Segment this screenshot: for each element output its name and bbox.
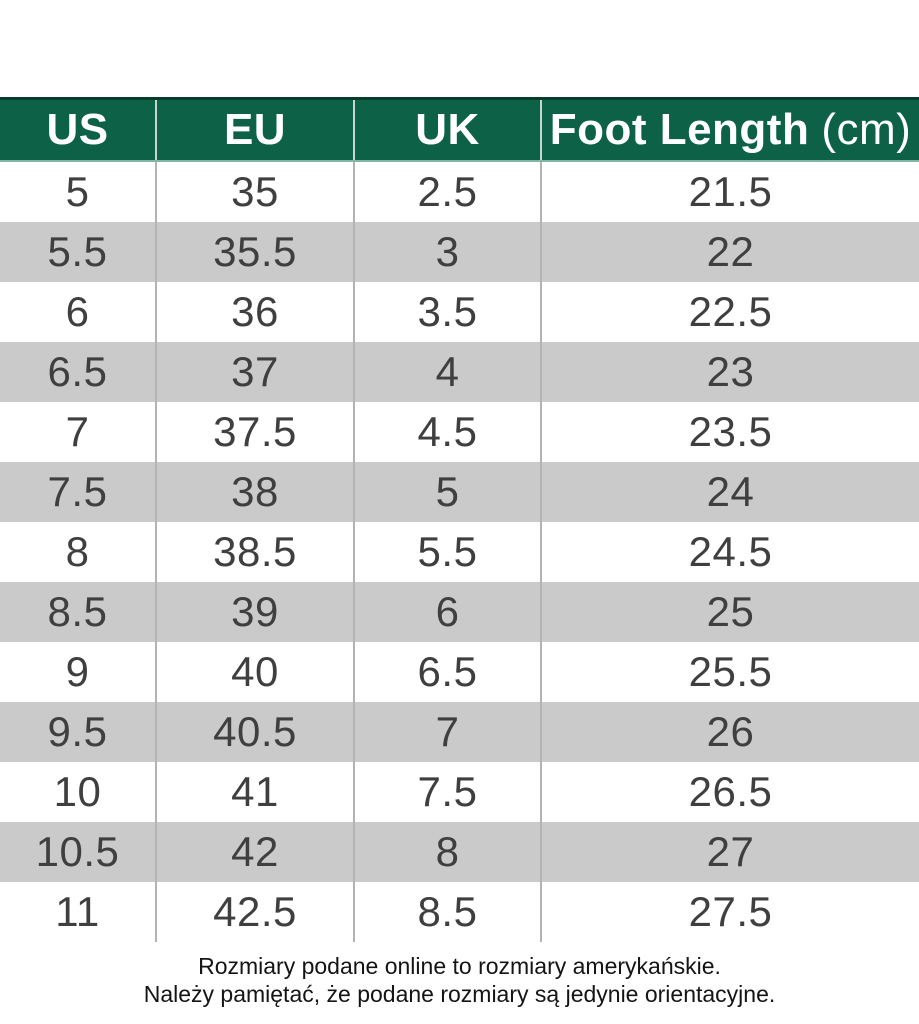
cell-uk: 7.5 (355, 762, 542, 822)
cell-eu: 40 (157, 642, 355, 702)
cell-foot-length: 22.5 (688, 288, 773, 335)
cell-foot-length: 23.5 (688, 408, 773, 455)
table-row: 7.5 38 5 24 (0, 462, 919, 522)
cell-eu: 41 (157, 762, 355, 822)
cell-uk: 2.5 (355, 162, 542, 222)
cell-uk: 5.5 (355, 522, 542, 582)
cell-us: 8 (0, 522, 157, 582)
cell-eu: 42 (157, 822, 355, 882)
cell-us: 7.5 (0, 462, 157, 522)
table-row: 5 35 2.5 21.5 (0, 162, 919, 222)
cell-us: 9.5 (0, 702, 157, 762)
cell-uk: 7 (355, 702, 542, 762)
cell-us: 5 (0, 162, 157, 222)
cell-eu: 40.5 (157, 702, 355, 762)
cell-foot-length: 26 (706, 708, 755, 755)
cell-eu: 37 (157, 342, 355, 402)
cell-uk: 3.5 (355, 282, 542, 342)
cell-uk: 8.5 (355, 882, 542, 942)
cell-foot-length: 24 (706, 468, 755, 515)
table-row: 8 38.5 5.5 24.5 (0, 522, 919, 582)
cell-uk: 6 (355, 582, 542, 642)
table-header-row: US EU UK Foot Length (cm) (0, 97, 919, 162)
table-body: 5 35 2.5 21.5 5.5 35.5 3 22 6 36 3.5 22.5 6.5 37 4 23 7 3… (0, 162, 919, 942)
cell-eu: 36 (157, 282, 355, 342)
cell-eu: 39 (157, 582, 355, 642)
cell-foot-length: 24.5 (688, 528, 773, 575)
cell-foot-length: 25.5 (688, 648, 773, 695)
table-row: 7 37.5 4.5 23.5 (0, 402, 919, 462)
table-row: 10 41 7.5 26.5 (0, 762, 919, 822)
cell-foot-length: 21.5 (688, 168, 773, 215)
table-row: 9 40 6.5 25.5 (0, 642, 919, 702)
header-us: US (0, 100, 157, 160)
cell-eu: 37.5 (157, 402, 355, 462)
cell-uk: 4 (355, 342, 542, 402)
table-row: 8.5 39 6 25 (0, 582, 919, 642)
cell-foot-length: 25 (706, 588, 755, 635)
table-row: 10.5 42 8 27 (0, 822, 919, 882)
header-foot-length: Foot Length (cm) (542, 100, 919, 160)
header-foot-length-unit: (cm) (821, 105, 912, 154)
cell-us: 11 (0, 882, 157, 942)
cell-eu: 35.5 (157, 222, 355, 282)
header-eu: EU (157, 100, 355, 160)
table-row: 5.5 35.5 3 22 (0, 222, 919, 282)
cell-us: 10 (0, 762, 157, 822)
table-row: 6.5 37 4 23 (0, 342, 919, 402)
header-uk: UK (355, 100, 542, 160)
cell-eu: 35 (157, 162, 355, 222)
cell-us: 7 (0, 402, 157, 462)
cell-us: 6 (0, 282, 157, 342)
cell-eu: 38 (157, 462, 355, 522)
cell-eu: 42.5 (157, 882, 355, 942)
cell-us: 6.5 (0, 342, 157, 402)
cell-us: 9 (0, 642, 157, 702)
cell-us: 5.5 (0, 222, 157, 282)
cell-us: 10.5 (0, 822, 157, 882)
cell-uk: 3 (355, 222, 542, 282)
cell-foot-length: 26.5 (688, 768, 773, 815)
cell-uk: 4.5 (355, 402, 542, 462)
cell-uk: 6.5 (355, 642, 542, 702)
cell-foot-length: 22 (706, 228, 755, 275)
cell-foot-length: 27.5 (688, 888, 773, 935)
table-row: 11 42.5 8.5 27.5 (0, 882, 919, 942)
size-conversion-table: US EU UK Foot Length (cm) 5 35 2.5 21.5 5.5 3… (0, 97, 919, 942)
table-row: 6 36 3.5 22.5 (0, 282, 919, 342)
cell-foot-length: 23 (706, 348, 755, 395)
cell-uk: 5 (355, 462, 542, 522)
cell-us: 8.5 (0, 582, 157, 642)
header-foot-length-label: Foot Length (549, 105, 810, 154)
cell-uk: 8 (355, 822, 542, 882)
cell-eu: 38.5 (157, 522, 355, 582)
footnote: Rozmiary podane online to rozmiary amery… (0, 952, 919, 1008)
cell-foot-length: 27 (706, 828, 755, 875)
footnote-line-1: Rozmiary podane online to rozmiary amery… (198, 953, 721, 979)
footnote-line-2: Należy pamiętać, że podane rozmiary są j… (143, 981, 776, 1007)
table-row: 9.5 40.5 7 26 (0, 702, 919, 762)
